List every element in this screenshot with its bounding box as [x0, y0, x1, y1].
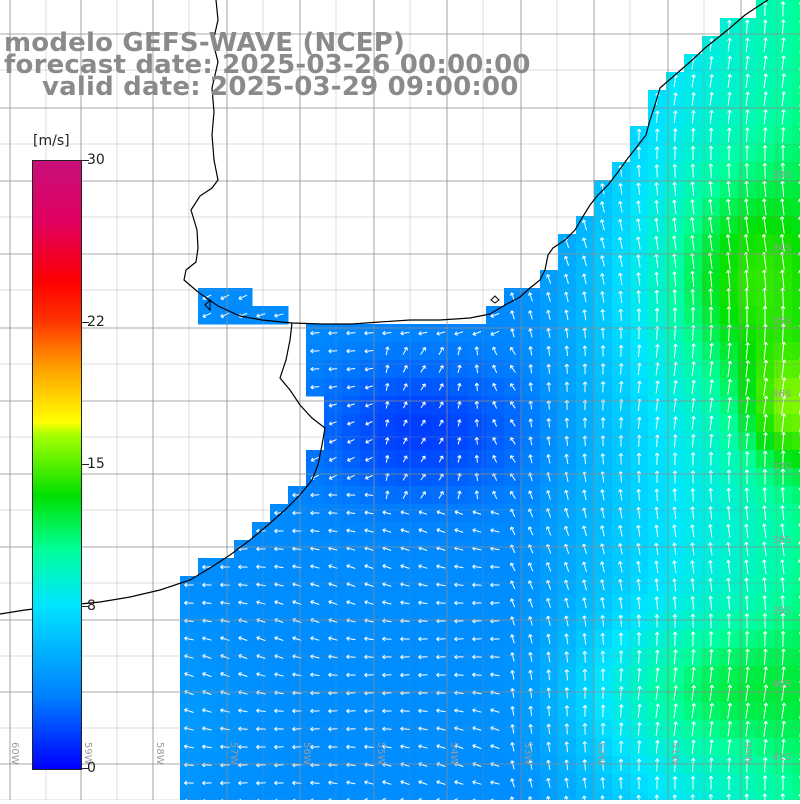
wind-cell: [270, 792, 289, 800]
lat-label: 34S: [772, 243, 791, 254]
wind-cell: [792, 720, 800, 739]
wind-cell: [342, 792, 361, 800]
colorbar: [32, 160, 82, 770]
lon-label: 53W: [522, 742, 533, 765]
wind-cell: [468, 792, 487, 800]
wind-cell: [792, 486, 800, 505]
wind-cell: [792, 306, 800, 325]
lat-label: 40S: [772, 679, 791, 690]
wind-cell: [792, 324, 800, 343]
wind-cell: [288, 792, 307, 800]
lat-label: 41S: [772, 752, 791, 763]
lon-label: 57W: [228, 742, 239, 765]
title-valid-date: valid date: 2025-03-29 09:00:00: [42, 74, 519, 100]
wind-cell: [792, 684, 800, 703]
wind-cell: [360, 792, 379, 800]
lon-label: 51W: [669, 742, 680, 765]
wind-cell: [504, 792, 523, 800]
wind-cell: [792, 126, 800, 145]
lon-label: 55W: [375, 742, 386, 765]
wind-cell: [792, 576, 800, 595]
lon-label: 60W: [9, 742, 20, 765]
wind-cell: [306, 792, 325, 800]
wind-cell: [216, 792, 235, 800]
lat-label: 35S: [772, 316, 791, 327]
wind-cell: [792, 414, 800, 433]
wind-cell: [792, 36, 800, 55]
wind-cell: [576, 792, 595, 800]
wind-cell: [792, 396, 800, 415]
wind-cell: [792, 360, 800, 379]
wind-cell: [792, 450, 800, 469]
wind-cell: [792, 378, 800, 397]
wind-cell: [792, 108, 800, 127]
colorbar-label: 0: [87, 761, 96, 775]
lon-label: 56W: [301, 742, 312, 765]
wind-cell: [558, 792, 577, 800]
wind-cell: [792, 0, 800, 19]
lon-label: 52W: [595, 742, 606, 765]
wind-cell: [792, 612, 800, 631]
wind-cell: [792, 774, 800, 793]
wind-cell: [450, 792, 469, 800]
wind-cell: [792, 72, 800, 91]
wind-cell: [792, 342, 800, 361]
lat-label: 39S: [772, 606, 791, 617]
lon-label: 58W: [154, 742, 165, 765]
wind-cell: [198, 792, 217, 800]
wind-cell: [792, 738, 800, 757]
wind-cell: [792, 648, 800, 667]
wind-cell: [486, 792, 505, 800]
lat-label: 38S: [772, 535, 791, 546]
wind-cell: [540, 792, 559, 800]
wind-cell: [792, 54, 800, 73]
wind-cell: [252, 792, 271, 800]
colorbar-unit: [m/s]: [33, 133, 70, 149]
wind-cell: [792, 666, 800, 685]
wind-cell: [378, 792, 397, 800]
wind-cell: [792, 468, 800, 487]
wind-cell: [414, 792, 433, 800]
wind-cell: [792, 594, 800, 613]
wind-cell: [792, 144, 800, 163]
lat-label: 33S: [772, 170, 791, 181]
colorbar-label: 22: [87, 315, 105, 329]
wind-cell: [792, 504, 800, 523]
lat-label: 37S: [772, 462, 791, 473]
wind-cell: [792, 756, 800, 775]
wind-cell: [792, 522, 800, 541]
wind-cell: [792, 162, 800, 181]
wind-cell: [396, 792, 415, 800]
wind-cell: [432, 792, 451, 800]
wind-cell: [792, 702, 800, 721]
lat-label: 36S: [772, 389, 791, 400]
colorbar-label: 15: [87, 457, 105, 471]
lon-label: 54W: [448, 742, 459, 765]
colorbar-label: 8: [87, 599, 96, 613]
wind-cell: [324, 792, 343, 800]
wind-cell: [522, 792, 541, 800]
wind-cell: [792, 90, 800, 109]
colorbar-label: 30: [87, 153, 105, 167]
wind-cell: [234, 792, 253, 800]
lon-label: 50W: [742, 742, 753, 765]
wind-cell: [792, 432, 800, 451]
wind-cell: [792, 630, 800, 649]
